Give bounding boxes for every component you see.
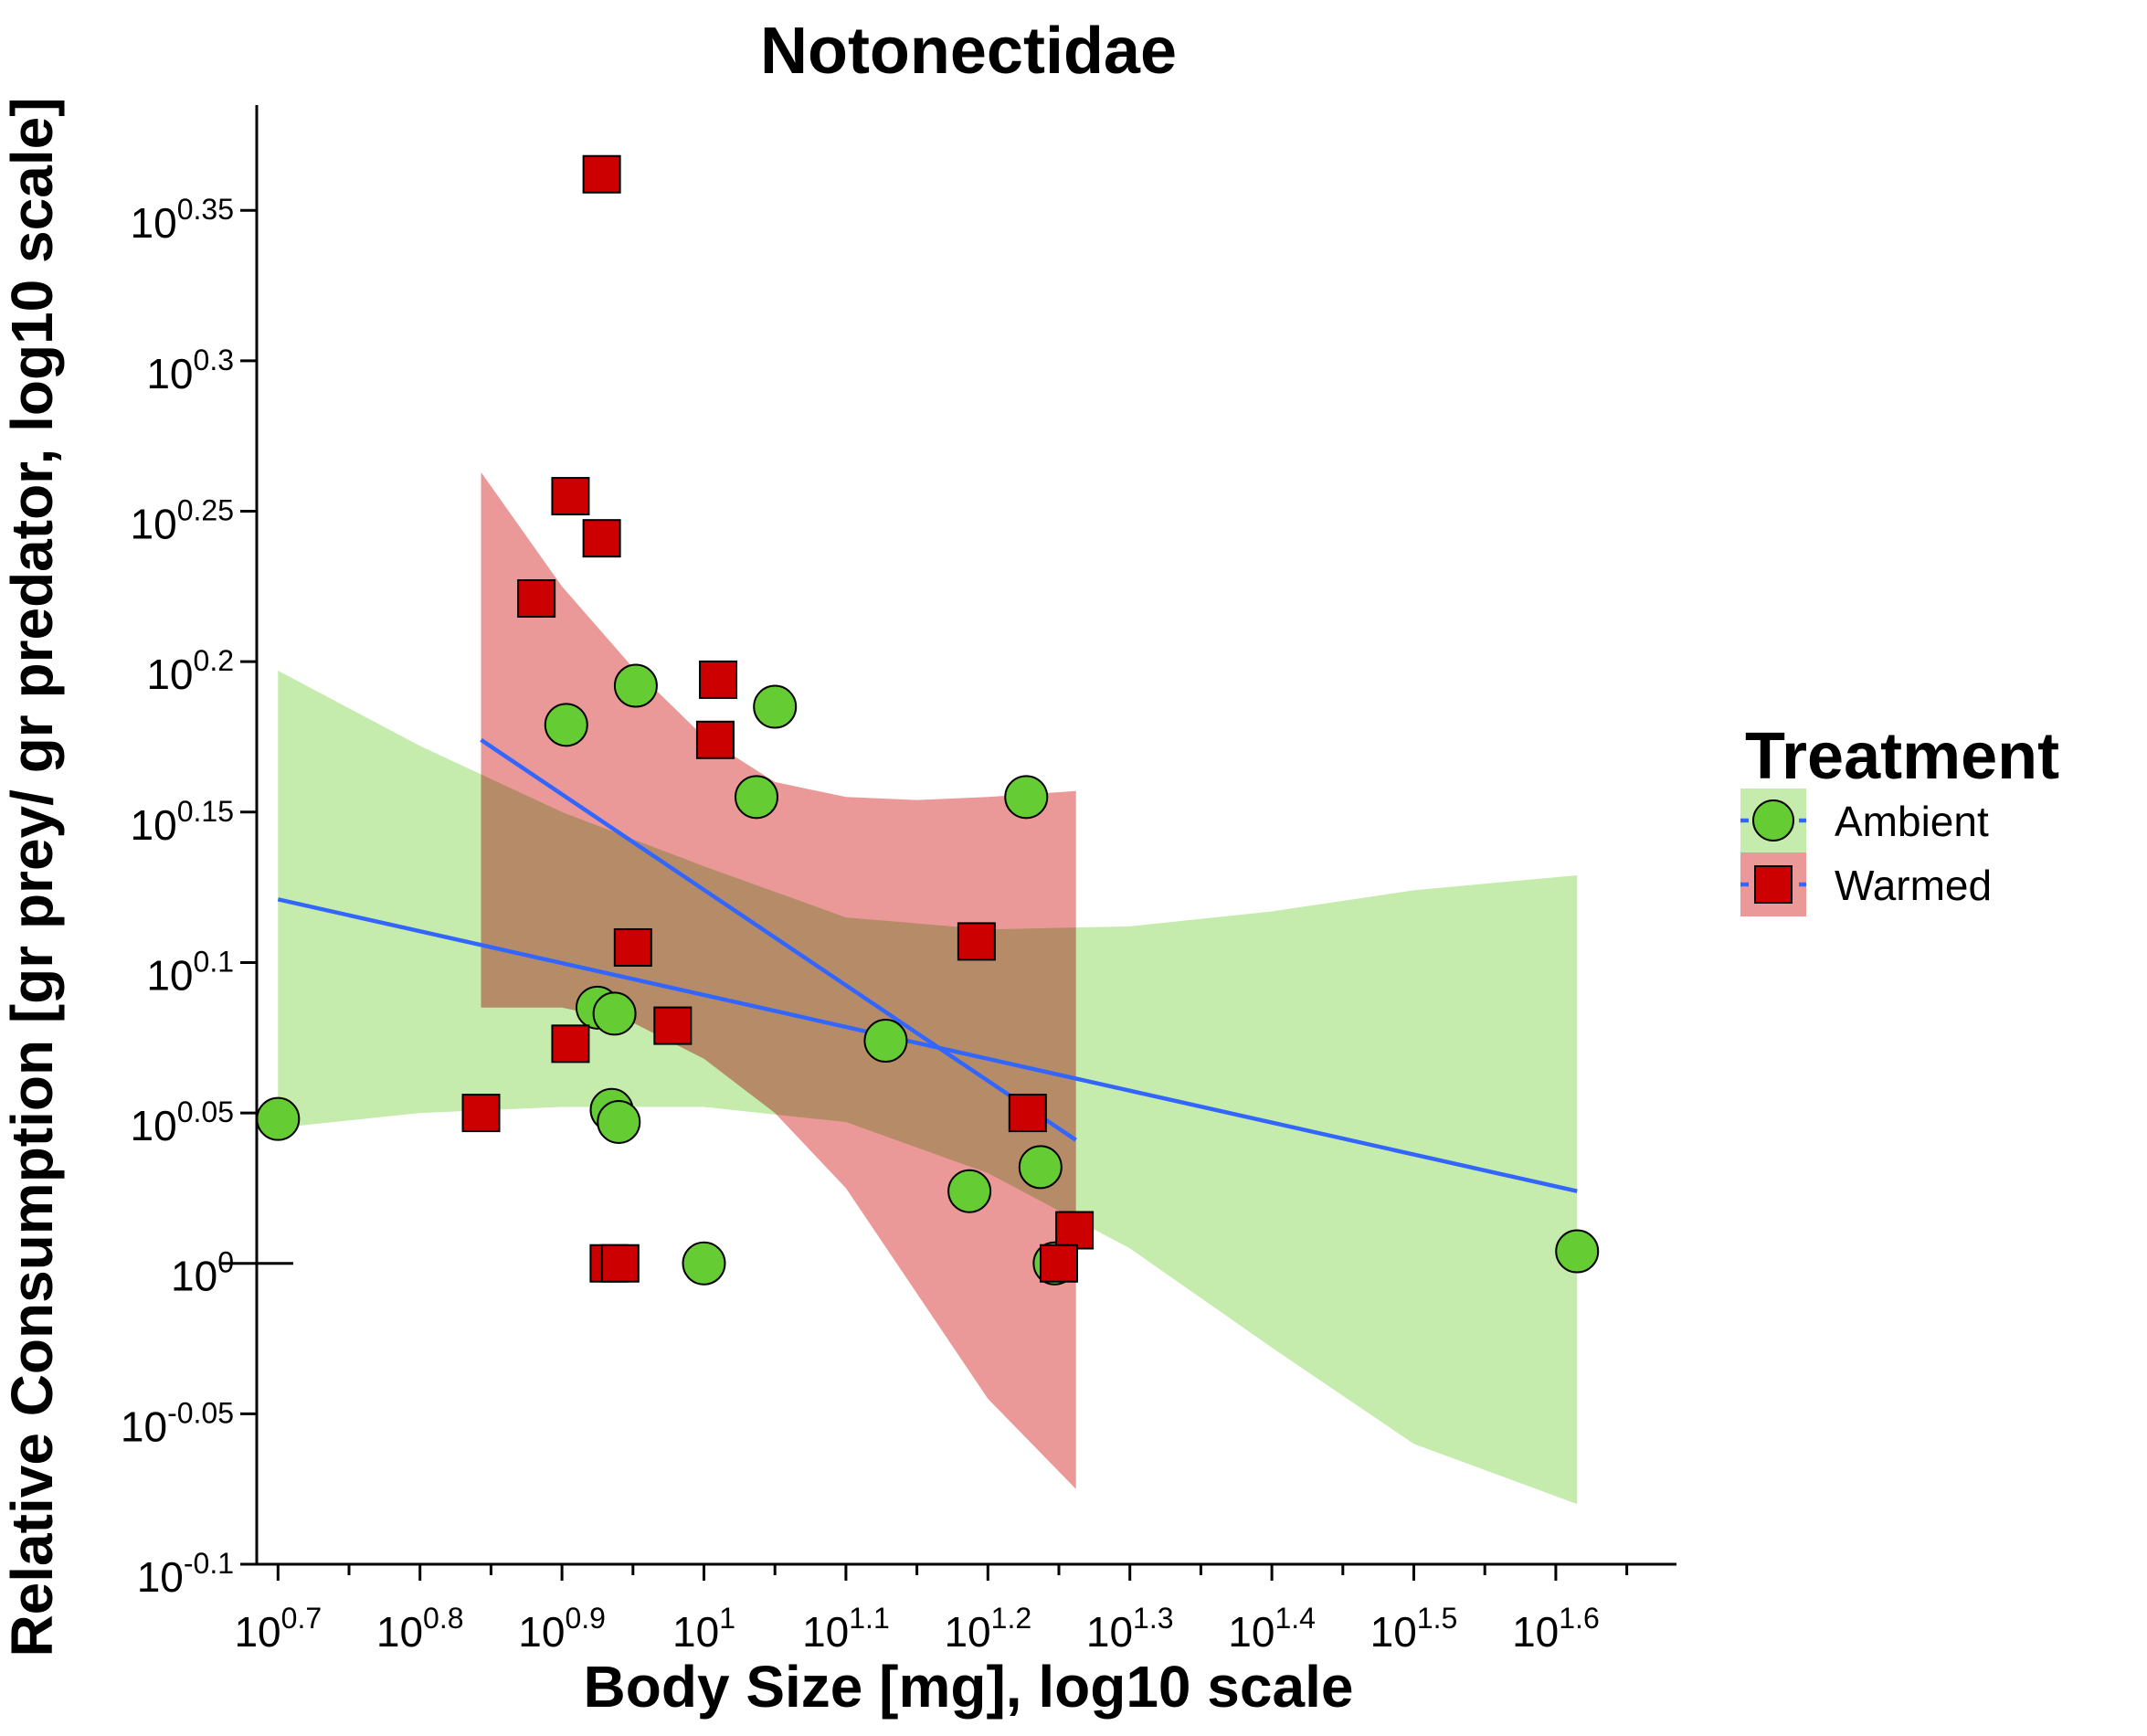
point-warmed [582, 154, 621, 194]
point-ambient [256, 1096, 301, 1141]
point-ambient [597, 1099, 641, 1144]
point-ambient [544, 703, 588, 747]
point-ambient [613, 663, 658, 708]
y-tick-label: 100.3 [146, 344, 234, 397]
x-tick-label: 100.8 [376, 1602, 464, 1656]
x-tick-label: 101 [672, 1602, 735, 1656]
axes: 100.7 100.8 100.9 101 101.1 101.2 101.3 101.4 10… [121, 105, 1676, 1656]
y-tick-label: 100.2 [146, 644, 234, 698]
point-warmed [613, 927, 652, 967]
point-warmed [653, 1006, 693, 1045]
point-warmed [1055, 1211, 1095, 1250]
point-ambient [682, 1241, 726, 1286]
point-ambient [735, 775, 779, 820]
confidence-bands [278, 471, 1578, 1505]
point-warmed [582, 519, 621, 558]
point-ambient [753, 684, 798, 729]
band-warmed [481, 471, 1076, 1489]
fit-line-ambient [277, 897, 1578, 1193]
chart-title: Notonectidae [760, 15, 1177, 88]
point-ambient [592, 991, 637, 1036]
point-warmed [695, 720, 735, 759]
legend-label-ambient: Ambient [1835, 798, 1989, 845]
legend-key-marker-ambient [1752, 799, 1794, 842]
point-warmed [957, 922, 996, 961]
y-tick-label: 100.15 [131, 795, 234, 849]
data-points [256, 154, 1600, 1286]
y-tick-label: 10-0.05 [121, 1396, 234, 1450]
point-ambient [947, 1169, 992, 1213]
point-warmed [1008, 1094, 1047, 1133]
y-tick-label: 100.35 [131, 193, 234, 247]
point-ambient [863, 1019, 908, 1064]
x-tick-label: 101.3 [1086, 1602, 1174, 1656]
y-tick-label: 100 [171, 1246, 234, 1300]
x-tick-label: 100.9 [518, 1602, 606, 1656]
x-tick-label: 101.6 [1512, 1602, 1600, 1656]
y-tick-label: 10-0.1 [137, 1547, 234, 1601]
x-tick-label: 101.4 [1228, 1602, 1316, 1656]
x-axis-title: Body Size [mg], log10 scale [584, 1654, 1354, 1720]
point-warmed [699, 660, 738, 699]
x-tick-label: 101.5 [1370, 1602, 1458, 1656]
fit-lines [277, 737, 1578, 1193]
y-tick-label: 100.25 [131, 494, 234, 548]
legend-key-marker-warmed [1754, 865, 1793, 904]
x-tick-label: 101.2 [944, 1602, 1031, 1656]
x-tick-label: 100.7 [234, 1602, 322, 1656]
point-warmed [517, 579, 556, 619]
point-warmed [600, 1244, 640, 1283]
fit-line-warmed [480, 737, 1077, 1142]
y-tick-label: 100.1 [146, 945, 234, 999]
point-warmed [461, 1094, 501, 1133]
point-warmed [551, 1024, 590, 1064]
point-ambient [1018, 1145, 1063, 1190]
legend: Treatment Ambient Warmed [1740, 720, 2059, 916]
point-warmed [1040, 1244, 1079, 1283]
legend-title: Treatment [1745, 720, 2059, 793]
y-tick-label: 100.05 [131, 1096, 234, 1149]
x-tick-label: 101.1 [802, 1602, 890, 1656]
point-warmed [551, 477, 590, 516]
y-axis-title: Relative Consumption [gr prey/ gr predat… [0, 97, 65, 1657]
point-ambient [1555, 1229, 1600, 1274]
legend-label-warmed: Warmed [1835, 862, 1992, 909]
point-ambient [1004, 775, 1049, 820]
